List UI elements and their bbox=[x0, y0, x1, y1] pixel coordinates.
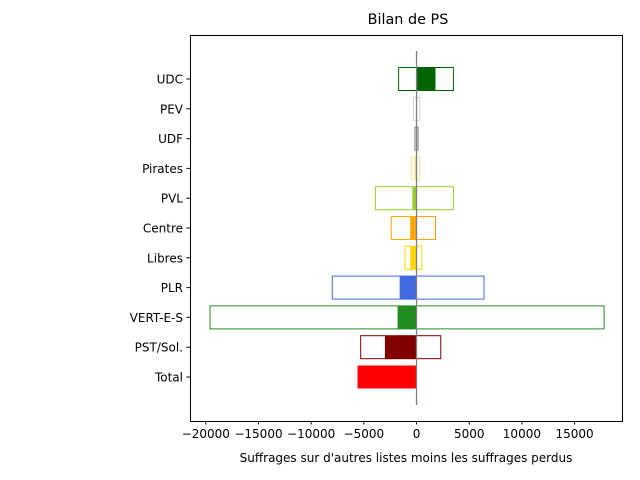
x-tick-label: 5000 bbox=[454, 427, 485, 441]
net-bar-libres bbox=[410, 246, 417, 270]
net-bar-pvl bbox=[412, 186, 417, 210]
x-tick-label: 0 bbox=[413, 427, 421, 441]
y-tick-label-plr: PLR bbox=[161, 281, 183, 295]
net-bar-centre bbox=[410, 216, 417, 240]
x-tick-label: −5000 bbox=[344, 427, 385, 441]
y-tick-label-pev: PEV bbox=[160, 102, 184, 116]
x-tick-label: 15000 bbox=[555, 427, 593, 441]
net-bar-total bbox=[357, 365, 417, 389]
x-tick-label: 10000 bbox=[503, 427, 541, 441]
net-bar-plr bbox=[399, 276, 417, 300]
x-axis-label: Suffrages sur d'autres listes moins les … bbox=[240, 451, 573, 465]
y-tick-label-pirates: Pirates bbox=[142, 162, 183, 176]
bars-layer bbox=[209, 51, 605, 405]
x-tick-label: −10000 bbox=[287, 427, 335, 441]
y-tick-label-udf: UDF bbox=[158, 132, 183, 146]
y-tick-label-total: Total bbox=[154, 371, 183, 385]
y-tick-label-vert-e-s: VERT-E-S bbox=[130, 311, 183, 325]
x-axis: −20000 −15000 −10000 −5000 0 5000 10000 15000 bbox=[182, 421, 594, 441]
net-bar-pirates bbox=[414, 156, 417, 180]
plot-frame bbox=[190, 35, 623, 422]
y-axis: UDC PEV UDF Pirates PVL Centre Libres PLR VERT-E… bbox=[130, 73, 190, 385]
y-tick-label-libres: Libres bbox=[147, 251, 183, 265]
net-bar-udc bbox=[416, 67, 436, 91]
chart-title: Bilan de PS bbox=[368, 12, 449, 28]
y-tick-label-pvl: PVL bbox=[161, 192, 183, 206]
y-tick-label-pst-sol: PST/Sol. bbox=[135, 341, 183, 355]
net-bar-pst-sol bbox=[384, 335, 417, 359]
y-tick-label-centre: Centre bbox=[143, 222, 183, 236]
net-bar-vert-e-s bbox=[397, 305, 417, 329]
y-tick-label-udc: UDC bbox=[157, 73, 183, 87]
x-tick-label: −20000 bbox=[182, 427, 230, 441]
x-tick-label: −15000 bbox=[234, 427, 282, 441]
